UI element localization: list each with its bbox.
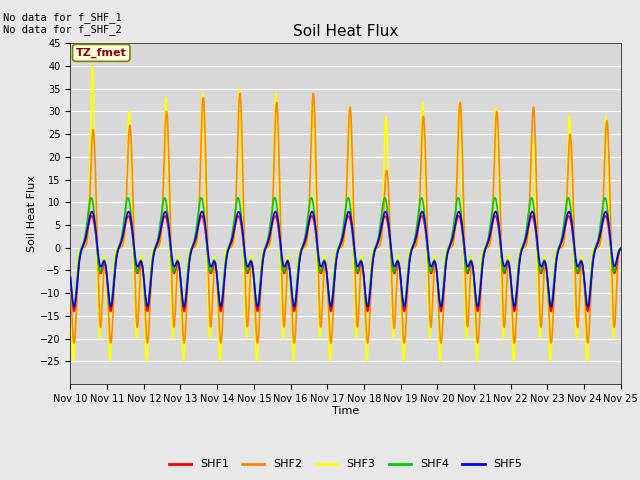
SHF2 [374,245,381,251]
Text: TZ_fmet: TZ_fmet [76,48,127,58]
SHF1 [569,231,577,237]
SHF4 [568,224,576,229]
SHF1 [506,267,514,273]
Text: No data for f_SHF_1: No data for f_SHF_1 [3,12,122,23]
SHF1 [271,213,279,219]
SHF1 [220,282,228,288]
Legend: SHF1, SHF2, SHF3, SHF4, SHF5: SHF1, SHF2, SHF3, SHF4, SHF5 [164,455,527,474]
SHF4 [584,304,591,310]
SHF2 [617,245,625,251]
Text: No data for f_SHF_2: No data for f_SHF_2 [3,24,122,35]
X-axis label: Time: Time [332,407,359,417]
SHF5 [220,282,228,288]
Line: SHF3: SHF3 [70,66,621,361]
SHF2 [67,279,74,285]
SHF2 [584,340,592,346]
SHF5 [374,240,381,245]
SHF3 [362,341,369,347]
SHF5 [362,295,370,301]
SHF3 [617,245,625,251]
SHF4 [506,264,513,269]
SHF1 [617,246,625,252]
SHF5 [308,209,316,215]
Line: SHF1: SHF1 [70,216,621,312]
SHF5 [67,275,74,280]
SHF2 [362,321,370,326]
SHF2 [569,177,577,183]
Line: SHF5: SHF5 [70,212,621,307]
SHF2 [220,292,228,298]
SHF3 [569,214,577,220]
SHF2 [506,267,514,273]
SHF4 [564,195,572,201]
SHF5 [291,304,298,310]
Y-axis label: Soil Heat Flux: Soil Heat Flux [28,175,37,252]
SHF3 [374,245,381,251]
Line: SHF4: SHF4 [70,198,621,307]
SHF4 [584,303,592,309]
SHF1 [362,298,370,304]
SHF3 [67,291,74,297]
SHF4 [67,276,74,282]
SHF4 [617,245,625,251]
SHF3 [88,63,96,69]
SHF5 [584,304,592,310]
SHF3 [220,266,228,272]
SHF4 [374,239,381,245]
SHF4 [362,293,369,299]
Line: SHF2: SHF2 [70,93,621,343]
SHF5 [617,246,625,252]
SHF1 [291,309,298,314]
SHF2 [236,90,244,96]
SHF3 [584,350,592,356]
SHF2 [291,340,298,346]
SHF3 [363,359,371,364]
Title: Soil Heat Flux: Soil Heat Flux [293,24,398,39]
SHF1 [67,274,74,280]
SHF3 [506,272,514,277]
SHF1 [584,308,592,314]
SHF5 [506,267,514,273]
SHF4 [220,275,228,281]
SHF1 [374,241,381,247]
SHF5 [569,226,577,232]
